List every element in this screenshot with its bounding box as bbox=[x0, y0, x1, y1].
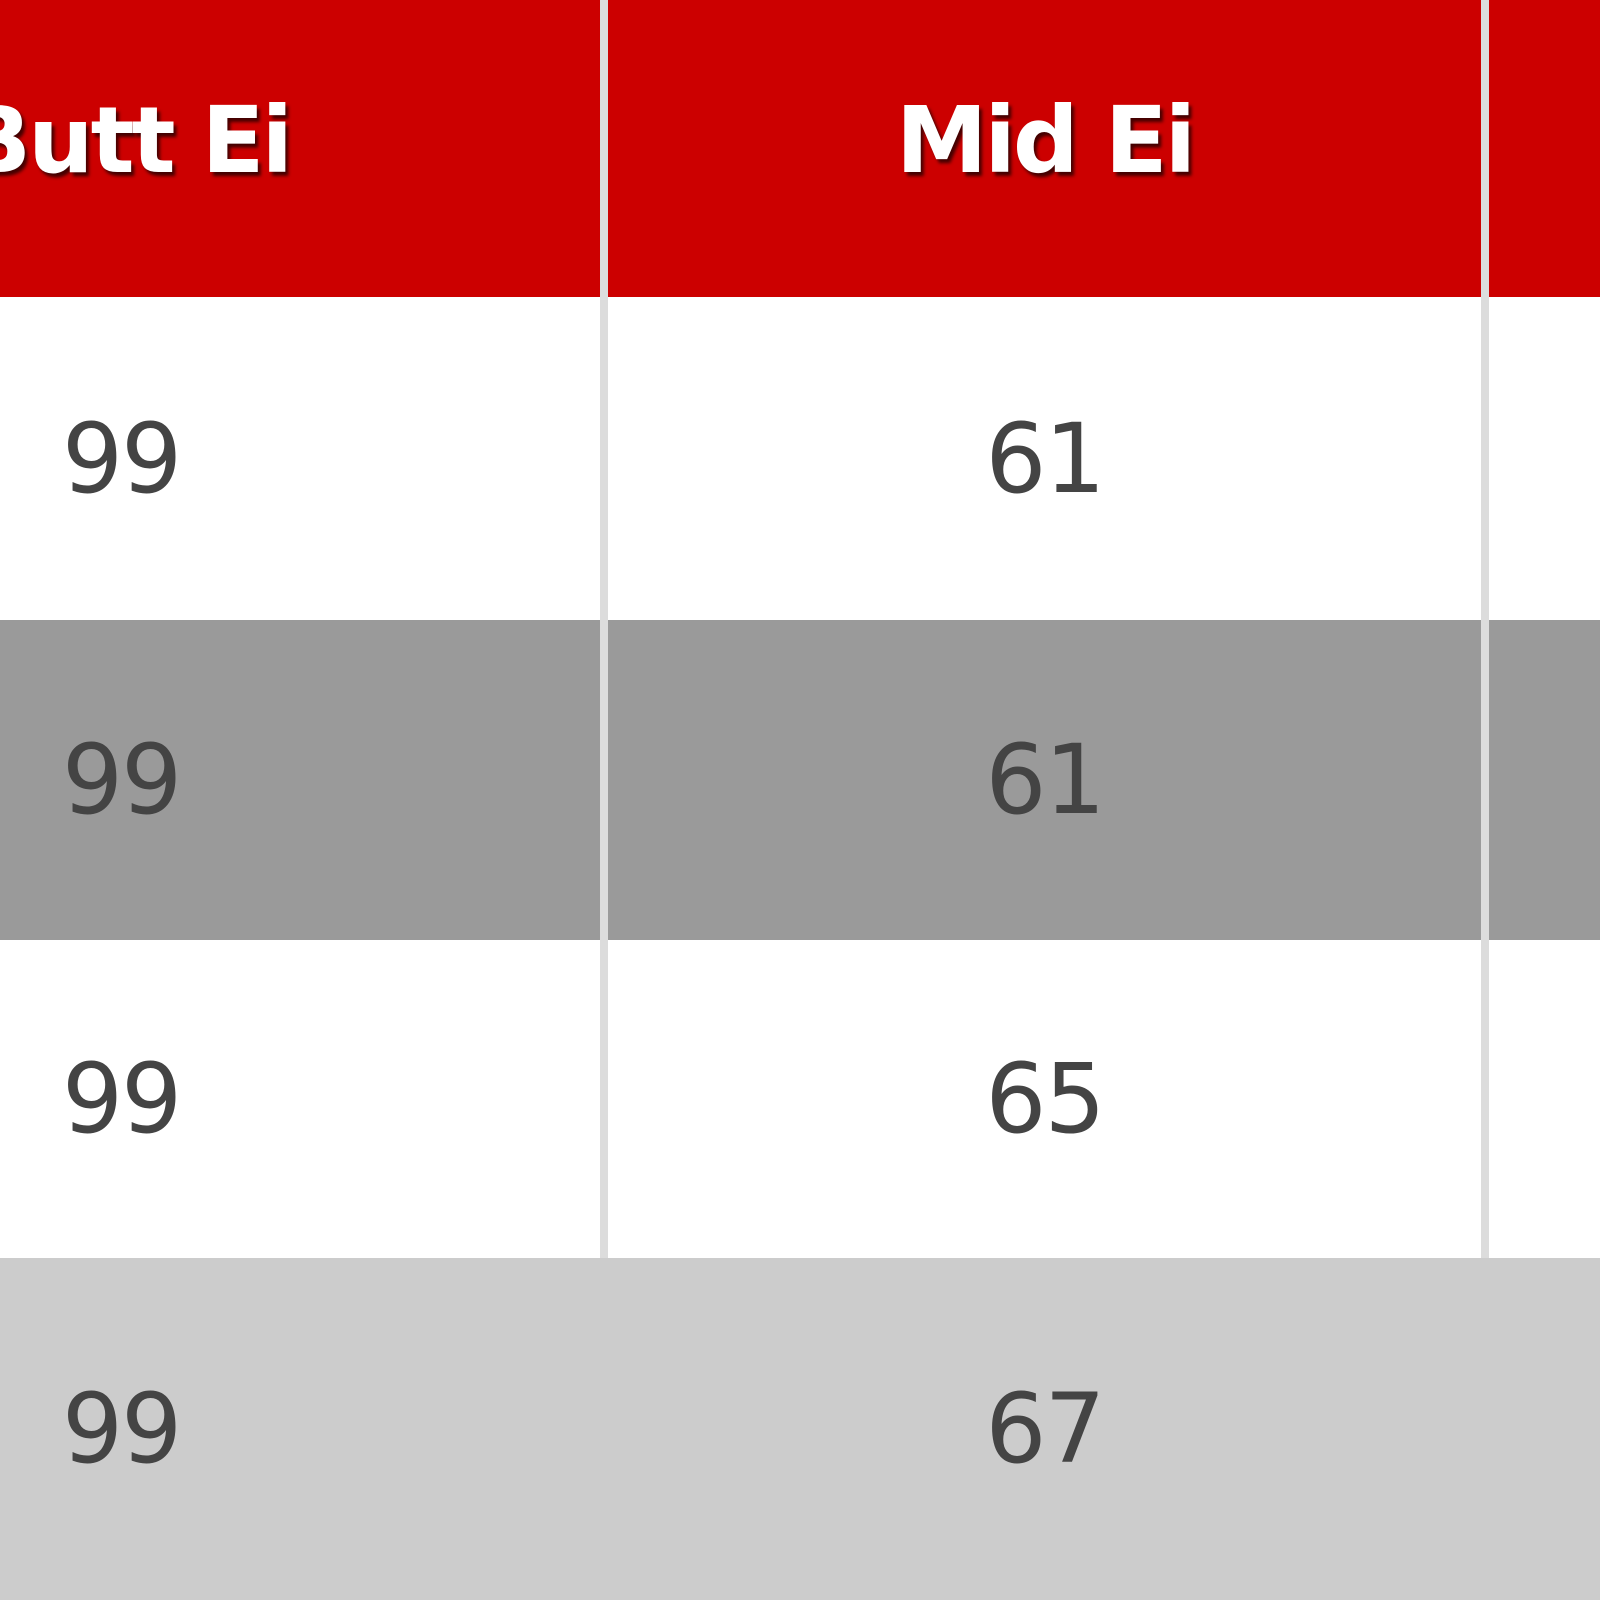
column-border bbox=[1481, 0, 1489, 1258]
header-row bbox=[0, 0, 1600, 297]
table-row bbox=[0, 297, 1600, 620]
table-cell: 65 bbox=[985, 1043, 1105, 1155]
table-cell: 61 bbox=[985, 724, 1105, 836]
table-cell: 99 bbox=[62, 402, 182, 515]
column-header: Butt Ei bbox=[0, 86, 293, 194]
table-cell: 99 bbox=[62, 1043, 182, 1155]
table-row bbox=[0, 1258, 1600, 1600]
table-cell: 67 bbox=[985, 1373, 1105, 1485]
table-row bbox=[0, 620, 1600, 940]
column-header: Mid Ei bbox=[895, 86, 1196, 194]
column-border bbox=[600, 0, 608, 1258]
table-cell: 99 bbox=[62, 1373, 182, 1485]
table-cell: 99 bbox=[62, 724, 182, 836]
table-row bbox=[0, 940, 1600, 1258]
table-cell: 61 bbox=[985, 402, 1105, 515]
